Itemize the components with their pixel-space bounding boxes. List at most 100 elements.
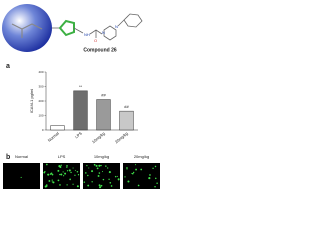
cell: [135, 168, 138, 171]
y-tick-label: 300: [38, 84, 43, 88]
cell: [93, 163, 96, 166]
image-label: 20mg/kg: [134, 154, 149, 159]
cell: [20, 176, 22, 179]
cell: [51, 173, 54, 176]
cell: [59, 184, 61, 186]
cell: [100, 164, 102, 167]
cell: [76, 185, 79, 188]
image-row: Normal LPS 10mg/kg 20mg/kg: [3, 154, 160, 189]
cell: [96, 167, 99, 170]
micrograph: [3, 163, 40, 189]
annotation: **: [79, 84, 83, 89]
y-axis-label: ICAM-1 pg/ml: [29, 89, 34, 114]
cell: [51, 179, 53, 181]
y-tick-label: 400: [38, 70, 43, 74]
cell: [63, 175, 65, 177]
cell: [70, 171, 72, 174]
cell: [98, 172, 101, 174]
cell: [99, 186, 102, 189]
svg-text:O: O: [94, 38, 97, 43]
cell: [77, 174, 80, 176]
cell: [60, 173, 63, 176]
micrograph: [83, 163, 120, 189]
cell: [57, 169, 60, 172]
compound-label: Compound 26: [83, 47, 117, 53]
image-label: Normal: [15, 154, 28, 159]
cell: [131, 172, 134, 175]
cell: [87, 184, 90, 187]
cell: [98, 164, 101, 167]
cell: [137, 184, 140, 187]
cell: [43, 171, 46, 174]
cell: [109, 181, 112, 184]
cell: [97, 175, 100, 177]
cell: [66, 184, 68, 186]
cell: [59, 166, 62, 168]
y-tick-label: 200: [38, 99, 43, 103]
cell: [85, 172, 87, 174]
cell: [135, 164, 137, 166]
structure: NH O N N: [2, 4, 143, 52]
cell: [105, 165, 107, 167]
cell: [66, 165, 68, 167]
cell: [149, 174, 151, 176]
panel-label: b: [6, 154, 10, 161]
x-tick-label: Normal: [47, 131, 60, 143]
cell: [126, 167, 128, 169]
cell: [126, 168, 128, 170]
svg-text:NH: NH: [84, 32, 90, 37]
y-tick-label: 100: [38, 113, 43, 117]
cell: [72, 167, 74, 169]
cell: [131, 172, 133, 174]
cell: [98, 184, 101, 187]
cell: [154, 186, 156, 188]
cell: [47, 173, 50, 176]
cell: [152, 167, 154, 169]
bar: [119, 110, 134, 131]
cell: [64, 172, 67, 175]
cell: [100, 184, 103, 187]
cell: [52, 181, 55, 184]
cell: [132, 171, 135, 174]
x-tick-label: 20mg/kg: [114, 131, 129, 145]
cell: [108, 178, 110, 181]
cell: [76, 171, 79, 173]
micrograph: [123, 163, 160, 189]
cell: [66, 166, 68, 168]
cell: [88, 167, 90, 169]
cell: [95, 164, 98, 167]
cell: [74, 174, 76, 176]
cell: [102, 178, 105, 181]
cell: [50, 172, 53, 175]
chart: ICAM-1 pg/ml 0 100 200 300 400 Normal LPS ** 10mg…: [29, 70, 138, 145]
annotation: ##: [101, 93, 106, 98]
cell: [107, 167, 109, 169]
x-tick-label: LPS: [74, 131, 83, 140]
image-label: 10mg/kg: [94, 154, 109, 159]
cell: [124, 176, 126, 178]
cell: [69, 178, 71, 181]
cell: [45, 184, 48, 186]
figure: NH O N N Compound 26 a b ICAM-1 pg/ml 0 10…: [2, 4, 160, 189]
bar: [96, 99, 111, 131]
cell: [91, 181, 93, 183]
cell: [117, 175, 119, 177]
cell: [68, 169, 71, 172]
cell: [140, 168, 143, 171]
cell: [46, 185, 48, 187]
cell: [114, 175, 117, 178]
cell: [66, 170, 69, 172]
y-tick-label: 0: [42, 128, 44, 132]
cell: [108, 171, 111, 174]
panel-label: a: [6, 63, 10, 70]
cell: [62, 171, 64, 173]
cell: [148, 177, 151, 180]
cell: [118, 179, 120, 181]
cell: [101, 171, 103, 173]
cell: [74, 169, 76, 171]
cell: [46, 163, 48, 166]
cell: [154, 165, 157, 168]
image-label: LPS: [58, 154, 66, 159]
svg-text:N: N: [115, 24, 118, 29]
x-tick-label: 10mg/kg: [91, 131, 106, 145]
